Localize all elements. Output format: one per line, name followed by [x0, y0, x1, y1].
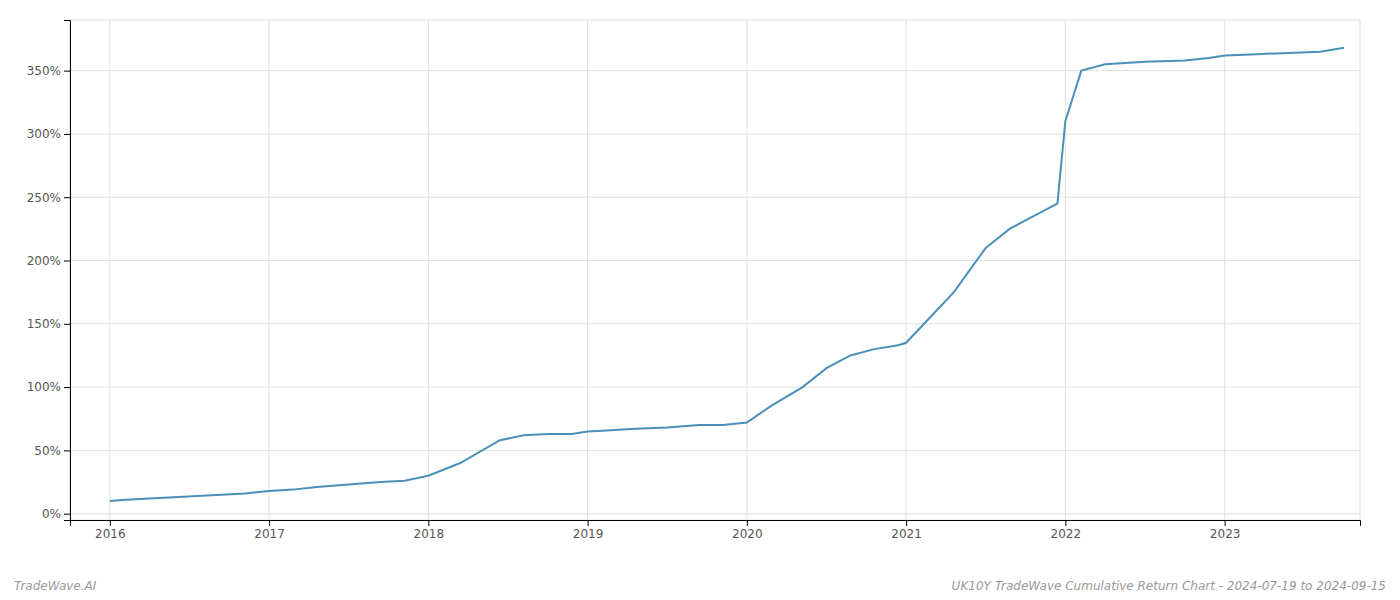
plot-frame: [70, 20, 1360, 520]
tick: 250%: [27, 191, 70, 205]
tick: 150%: [27, 317, 70, 331]
grid-line: [428, 20, 429, 520]
grid-line: [70, 450, 1360, 451]
tick: 2021: [891, 520, 922, 541]
tick-label: 2022: [1051, 527, 1082, 541]
annotation: TradeWave.AI: [14, 579, 97, 593]
tick-mark: [1225, 520, 1226, 526]
tick-label: 50%: [34, 444, 61, 458]
tick-mark: [64, 197, 70, 198]
tick-label: 300%: [27, 127, 61, 141]
tick: 2018: [414, 520, 445, 541]
grid-line: [70, 387, 1360, 388]
tick-mark: [64, 261, 70, 262]
tick-mark: [1065, 520, 1066, 526]
tick-label: 2020: [732, 527, 763, 541]
grid-line: [1065, 20, 1066, 520]
grid-line: [70, 260, 1360, 261]
tick-label: 250%: [27, 191, 61, 205]
tick-mark: [428, 520, 429, 526]
x-axis: 2016 2017 2018 2019 2020 2021 2022 2023: [71, 520, 1361, 541]
tick: 50%: [34, 444, 70, 458]
grid-line: [70, 513, 1360, 514]
tick-label: 100%: [27, 380, 61, 394]
tick: 300%: [27, 127, 70, 141]
grid-line: [70, 70, 1360, 71]
grid-line: [1224, 20, 1225, 520]
annotation: UK10Y TradeWave Cumulative Return Chart …: [952, 579, 1386, 593]
grid-line: [269, 20, 270, 520]
tick-mark: [906, 520, 907, 526]
tick-mark: [269, 520, 270, 526]
tick-label: 0%: [42, 507, 61, 521]
tick-label: 2021: [891, 527, 922, 541]
tick-label: 2016: [95, 527, 126, 541]
tick-label: 2019: [573, 527, 604, 541]
tick-label: 200%: [27, 254, 61, 268]
tick-mark: [64, 324, 70, 325]
grid-line: [109, 20, 110, 520]
tick: 200%: [27, 254, 70, 268]
line: [110, 48, 1344, 501]
tick-label: 350%: [27, 64, 61, 78]
tick: 2017: [254, 520, 285, 541]
tick: 2019: [573, 520, 604, 541]
tick: 2023: [1210, 520, 1241, 541]
y-axis: 0% 50% 100% 150% 200% 250% 300% 350%: [27, 21, 71, 522]
tick-mark: [64, 514, 70, 515]
tick-mark: [588, 520, 589, 526]
tick-mark: [64, 450, 70, 451]
tick-mark: [110, 520, 111, 526]
tick: 2022: [1051, 520, 1082, 541]
footer: TradeWave.AI UK10Y TradeWave Cumulative R…: [14, 579, 1386, 593]
axis-line: [71, 521, 1361, 527]
grid-line: [70, 133, 1360, 134]
tick-label: 150%: [27, 317, 61, 331]
tick: 2016: [95, 520, 126, 541]
tick-label: 2023: [1210, 527, 1241, 541]
chart: 2016 2017 2018 2019 2020 2021 2022 2023 0% 50% 100…: [0, 0, 1400, 600]
tick-label: 2017: [254, 527, 285, 541]
tick-mark: [64, 71, 70, 72]
grid-line: [746, 20, 747, 520]
series: [110, 48, 1344, 501]
grid-line: [906, 20, 907, 520]
axis-line: [64, 21, 71, 521]
tick-mark: [64, 387, 70, 388]
plot-area: 2016 2017 2018 2019 2020 2021 2022 2023 0% 50% 100…: [27, 20, 1361, 541]
tick-mark: [64, 134, 70, 135]
tick-mark: [747, 520, 748, 526]
tick: 350%: [27, 64, 70, 78]
grid: [70, 20, 1360, 520]
grid-line: [587, 20, 588, 520]
tick: 0%: [42, 507, 70, 521]
tick: 100%: [27, 380, 70, 394]
grid-line: [70, 323, 1360, 324]
grid-line: [70, 197, 1360, 198]
tick-label: 2018: [414, 527, 445, 541]
tick: 2020: [732, 520, 763, 541]
